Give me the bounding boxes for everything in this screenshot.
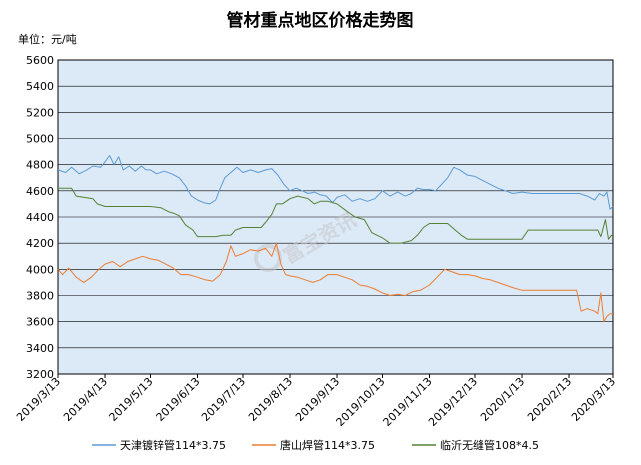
x-tick-label: 2019/6/13 bbox=[154, 375, 203, 424]
series-line bbox=[58, 187, 614, 244]
y-tick-label: 4200 bbox=[26, 237, 54, 250]
legend-label: 天津镀锌管114*3.75 bbox=[120, 438, 226, 452]
series-line bbox=[57, 155, 614, 210]
y-tick-label: 5600 bbox=[26, 54, 54, 67]
x-tick-label: 2019/5/13 bbox=[107, 375, 156, 424]
x-tick-label: 2020/3/13 bbox=[569, 375, 618, 424]
x-tick-label: 2019/9/13 bbox=[293, 375, 342, 424]
unit-label: 单位：元/吨 bbox=[18, 32, 77, 46]
y-tick-label: 4000 bbox=[26, 263, 54, 276]
series-lines bbox=[57, 155, 614, 323]
y-tick-label: 4600 bbox=[26, 185, 54, 198]
chart-title: 管材重点地区价格走势图 bbox=[227, 10, 414, 31]
grid-lines bbox=[58, 85, 613, 349]
x-axis-ticks: 2019/3/132019/4/132019/5/132019/6/132019… bbox=[14, 375, 618, 429]
legend-label: 唐山焊管114*3.75 bbox=[280, 438, 375, 452]
y-tick-label: 4800 bbox=[26, 159, 54, 172]
y-tick-label: 3200 bbox=[26, 368, 54, 381]
x-tick-label: 2019/12/13 bbox=[426, 375, 480, 429]
y-tick-label: 3600 bbox=[26, 316, 54, 329]
x-tick-label: 2019/7/13 bbox=[199, 375, 248, 424]
x-tick-label: 2019/3/13 bbox=[14, 375, 63, 424]
legend-label: 临沂无缝管108*4.5 bbox=[440, 438, 539, 452]
x-tick-label: 2020/1/13 bbox=[478, 375, 527, 424]
x-tick-label: 2019/4/13 bbox=[61, 375, 110, 424]
y-tick-label: 5000 bbox=[26, 133, 54, 146]
x-tick-label: 2019/10/13 bbox=[334, 375, 388, 429]
y-tick-label: 5200 bbox=[26, 106, 54, 119]
x-tick-marks bbox=[57, 374, 614, 378]
y-tick-label: 3800 bbox=[26, 290, 54, 303]
x-tick-label: 2019/8/13 bbox=[246, 375, 295, 424]
y-tick-label: 3400 bbox=[26, 342, 54, 355]
legend: 天津镀锌管114*3.75 唐山焊管114*3.75 临沂无缝管108*4.5 bbox=[92, 438, 539, 452]
y-axis-ticks: 3200 3400 3600 3800 4000 4200 4400 4600 4800 5000… bbox=[26, 54, 54, 381]
y-tick-label: 4400 bbox=[26, 211, 54, 224]
x-tick-label: 2020/2/13 bbox=[525, 375, 574, 424]
y-tick-label: 5400 bbox=[26, 80, 54, 93]
series-line bbox=[57, 242, 613, 323]
